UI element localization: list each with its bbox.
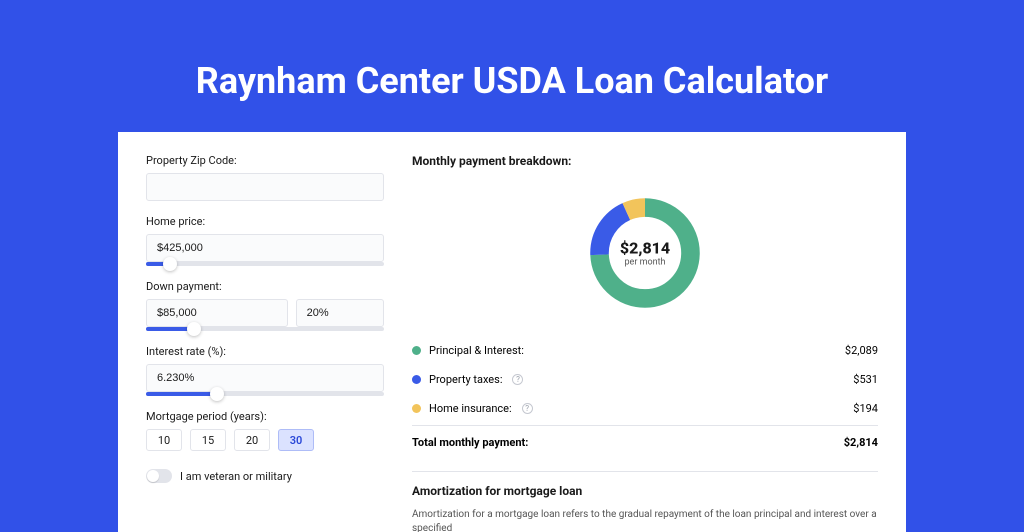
mortgage-period-label: Mortgage period (years): bbox=[146, 410, 384, 423]
veteran-toggle-row: I am veteran or military bbox=[146, 469, 384, 483]
breakdown-panel: Monthly payment breakdown: $2,814 per mo… bbox=[412, 154, 878, 532]
legend-row: Property taxes:? $531 bbox=[412, 365, 878, 394]
mortgage-period-buttons: 10 15 20 30 bbox=[146, 429, 384, 451]
legend-row: Home insurance:? $194 bbox=[412, 394, 878, 423]
legend-label: Principal & Interest: bbox=[429, 344, 524, 357]
zip-label: Property Zip Code: bbox=[146, 154, 384, 167]
legend-dot-icon bbox=[412, 404, 421, 413]
legend-dot-icon bbox=[412, 346, 421, 355]
legend-amount: $531 bbox=[853, 373, 878, 386]
donut-chart-wrap: $2,814 per month bbox=[412, 178, 878, 328]
down-payment-pct-input[interactable] bbox=[296, 299, 384, 327]
veteran-toggle-knob bbox=[147, 470, 159, 482]
donut-chart: $2,814 per month bbox=[585, 193, 705, 313]
amortization-block: Amortization for mortgage loan Amortizat… bbox=[412, 471, 878, 532]
donut-total: $2,814 bbox=[620, 239, 670, 258]
legend-label: Home insurance: bbox=[429, 402, 512, 415]
interest-rate-input[interactable] bbox=[146, 364, 384, 392]
legend-label: Property taxes: bbox=[429, 373, 502, 386]
down-payment-input[interactable] bbox=[146, 299, 288, 327]
mortgage-period-option-30[interactable]: 30 bbox=[278, 429, 314, 451]
down-payment-slider[interactable] bbox=[146, 327, 384, 331]
home-price-input[interactable] bbox=[146, 234, 384, 262]
help-icon[interactable]: ? bbox=[512, 374, 523, 385]
help-icon[interactable]: ? bbox=[522, 403, 533, 414]
home-price-group: Home price: bbox=[146, 215, 384, 266]
amortization-heading: Amortization for mortgage loan bbox=[412, 484, 878, 498]
total-label: Total monthly payment: bbox=[412, 436, 528, 449]
mortgage-period-option-10[interactable]: 10 bbox=[146, 429, 182, 451]
breakdown-legend: Principal & Interest: $2,089 Property taxe… bbox=[412, 336, 878, 423]
mortgage-period-option-20[interactable]: 20 bbox=[234, 429, 270, 451]
interest-rate-group: Interest rate (%): bbox=[146, 345, 384, 396]
interest-rate-slider[interactable] bbox=[146, 392, 384, 396]
page-title: Raynham Center USDA Loan Calculator bbox=[0, 0, 1024, 132]
mortgage-period-group: Mortgage period (years): 10 15 20 30 bbox=[146, 410, 384, 451]
interest-rate-slider-thumb[interactable] bbox=[210, 387, 224, 401]
home-price-slider-thumb[interactable] bbox=[163, 257, 177, 271]
home-price-label: Home price: bbox=[146, 215, 384, 228]
legend-dot-icon bbox=[412, 375, 421, 384]
donut-sub: per month bbox=[620, 258, 670, 268]
down-payment-label: Down payment: bbox=[146, 280, 384, 293]
veteran-label: I am veteran or military bbox=[180, 470, 292, 483]
down-payment-slider-thumb[interactable] bbox=[187, 322, 201, 336]
mortgage-period-option-15[interactable]: 15 bbox=[190, 429, 226, 451]
home-price-slider[interactable] bbox=[146, 262, 384, 266]
legend-row: Principal & Interest: $2,089 bbox=[412, 336, 878, 365]
down-payment-group: Down payment: bbox=[146, 280, 384, 331]
calculator-card: Property Zip Code: Home price: Down paym… bbox=[118, 132, 906, 532]
zip-input[interactable] bbox=[146, 173, 384, 201]
total-amount: $2,814 bbox=[844, 436, 878, 449]
donut-center: $2,814 per month bbox=[620, 239, 670, 268]
legend-amount: $2,089 bbox=[845, 344, 878, 357]
legend-amount: $194 bbox=[853, 402, 878, 415]
breakdown-heading: Monthly payment breakdown: bbox=[412, 154, 878, 168]
interest-rate-label: Interest rate (%): bbox=[146, 345, 384, 358]
veteran-toggle[interactable] bbox=[146, 469, 172, 483]
total-row: Total monthly payment: $2,814 bbox=[412, 425, 878, 457]
zip-field-group: Property Zip Code: bbox=[146, 154, 384, 201]
form-panel: Property Zip Code: Home price: Down paym… bbox=[146, 154, 384, 532]
